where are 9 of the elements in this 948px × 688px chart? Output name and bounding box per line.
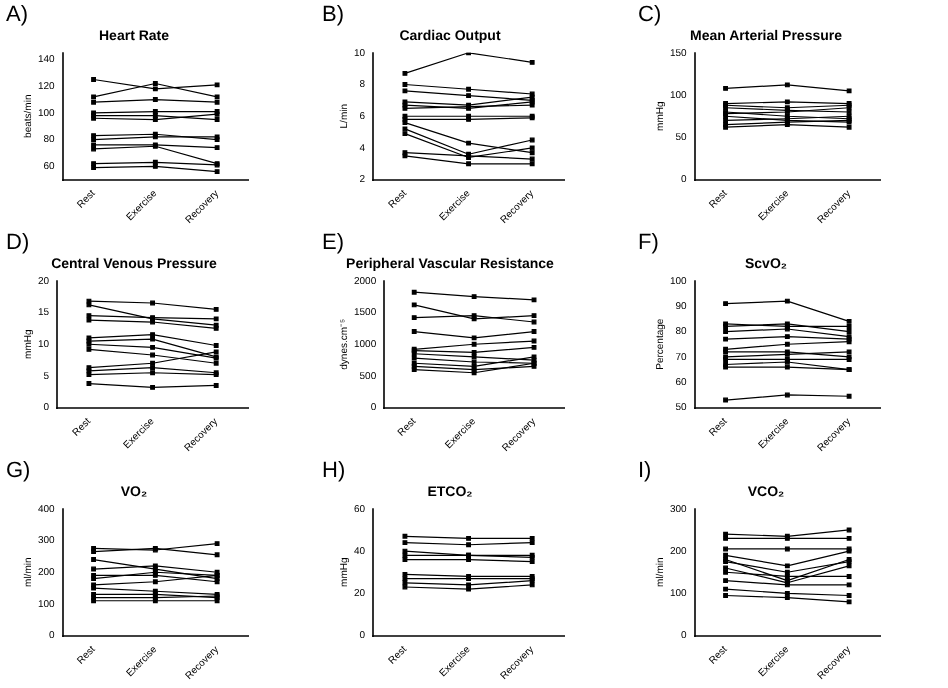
- text: A): [6, 3, 28, 28]
- text: I): [638, 459, 652, 484]
- text: D): [6, 231, 30, 256]
- text: H): [322, 459, 346, 484]
- text: E): [322, 231, 344, 256]
- text: B): [322, 3, 344, 28]
- text: G): [6, 459, 31, 484]
- text: C): [638, 3, 662, 28]
- text: F): [638, 231, 659, 256]
